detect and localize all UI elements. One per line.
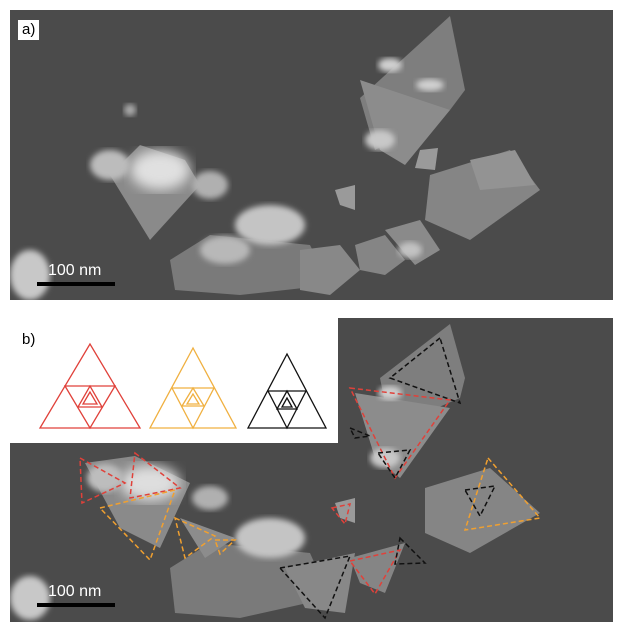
- sem-image-panel-b: b) 100 nm: [10, 318, 613, 622]
- sem-micrograph-a: [10, 10, 613, 300]
- particle-plate: [355, 235, 405, 275]
- particle-plate: [300, 245, 360, 295]
- scale-bar: [37, 603, 115, 607]
- particle-small: [415, 148, 438, 170]
- scale-bar-label: 100 nm: [48, 262, 102, 279]
- annotation-triangle-black: [394, 536, 427, 565]
- sem-image-panel-a: a) 100 nm: [10, 10, 613, 300]
- annotation-triangle-black: [376, 449, 412, 480]
- annotation-triangle-orange: [213, 539, 237, 556]
- legend-triangle-black-icon: [246, 352, 328, 430]
- annotation-triangle-black: [278, 555, 352, 620]
- annotation-triangle-red: [348, 387, 452, 480]
- scale-bar-label: 100 nm: [48, 583, 102, 600]
- particle-small: [335, 185, 355, 210]
- annotation-triangle-orange: [98, 488, 177, 562]
- sem-micrograph-b: [10, 318, 613, 622]
- particle-plate: [470, 150, 535, 190]
- panel-label-b: b): [18, 330, 40, 350]
- annotation-triangle-red: [79, 456, 127, 505]
- annotation-triangle-red: [330, 503, 352, 526]
- scale-bar: [37, 282, 115, 286]
- annotation-triangle-orange: [463, 456, 542, 531]
- annotation-triangle-black: [388, 336, 462, 405]
- annotation-triangle-black: [348, 426, 373, 439]
- annotation-triangle-red: [129, 451, 182, 499]
- annotation-triangle-red: [348, 548, 402, 596]
- panel-label-a: a): [18, 20, 40, 40]
- legend-triangle-orange-icon: [148, 346, 238, 430]
- legend-triangle-red-icon: [38, 342, 142, 430]
